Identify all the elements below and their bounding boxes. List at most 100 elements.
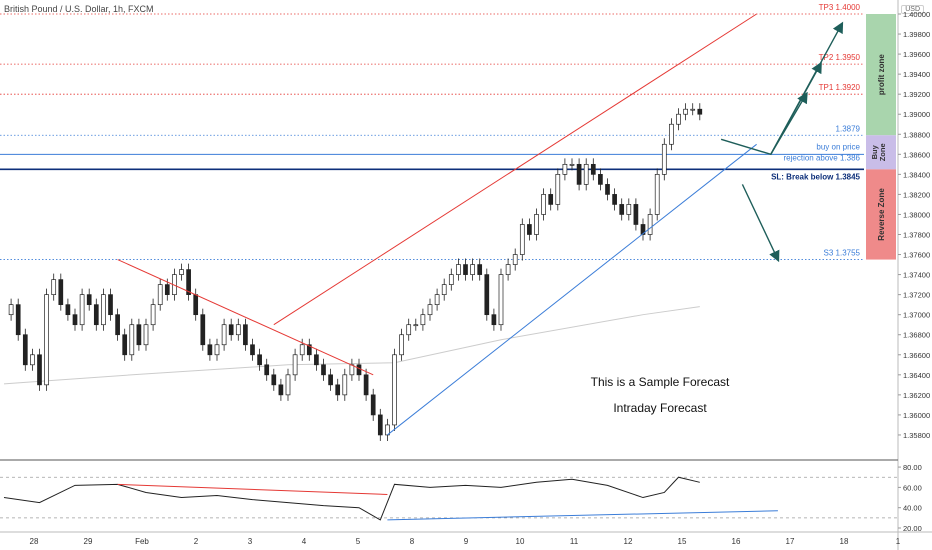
candle-body <box>8 304 14 316</box>
candle-body <box>647 214 653 235</box>
candle-body <box>690 108 696 111</box>
candle-body <box>654 174 660 215</box>
candle-body <box>164 284 170 295</box>
y-tick-label: 1.39400 <box>903 70 930 79</box>
y-tick-label: 1.38400 <box>903 170 930 179</box>
candle-body <box>683 108 688 115</box>
candle-body <box>470 264 475 275</box>
candle-body <box>456 264 461 275</box>
x-tick-label: 11 <box>570 537 579 546</box>
candle-body <box>264 364 270 376</box>
candle-body <box>427 304 433 316</box>
annotation-sample-forecast: This is a Sample Forecast <box>591 375 730 389</box>
candle-body <box>22 334 28 366</box>
candle-body <box>413 324 419 327</box>
bull-arrow-1 <box>720 91 808 156</box>
chart-title: British Pound / U.S. Dollar, 1h, FXCM <box>4 4 154 14</box>
x-tick-label: Feb <box>135 537 149 546</box>
candle-body <box>463 264 468 275</box>
y-tick-label: 1.37000 <box>903 311 930 320</box>
s3-label: S3 1.3755 <box>824 249 861 258</box>
y-tick-label: 1.36200 <box>903 391 930 400</box>
candle-body <box>512 254 518 265</box>
y-tick-label: 1.39800 <box>903 30 930 39</box>
candle-body <box>555 174 561 205</box>
tp2-label: TP2 1.3950 <box>819 53 861 62</box>
candle-body <box>250 344 255 356</box>
x-tick-label: 5 <box>356 537 361 546</box>
candle-body <box>200 314 206 346</box>
candle-body <box>619 204 625 215</box>
candle-body <box>569 163 575 166</box>
currency-badge[interactable]: USD <box>901 5 924 14</box>
candle-body <box>321 364 326 376</box>
candle-body <box>598 174 603 185</box>
candle-body <box>335 384 341 396</box>
rsi-up-line <box>387 510 778 521</box>
x-tick-label: 2 <box>194 537 199 546</box>
candle-body <box>441 284 447 295</box>
x-tick-label: 15 <box>678 537 687 546</box>
bull-arrow-3 <box>770 21 844 155</box>
candle-body <box>377 414 383 436</box>
rsi-tick-label: 80.00 <box>903 463 922 472</box>
x-tick-label: 8 <box>410 537 415 546</box>
y-tick-label: 1.38600 <box>903 150 930 159</box>
candle-body <box>193 294 199 316</box>
candle-body <box>228 324 234 336</box>
candle-body <box>72 314 78 326</box>
candle-body <box>79 294 85 326</box>
candle-body <box>448 274 454 285</box>
buy-on-price-label: buy on price <box>816 142 860 151</box>
rsi-line <box>3 476 700 521</box>
buy-zone <box>866 135 896 170</box>
candle-body <box>562 163 568 175</box>
candle-body <box>392 354 397 426</box>
y-tick-label: 1.37200 <box>903 291 930 300</box>
y-tick-label: 1.40000 <box>903 10 930 19</box>
candle-body <box>498 274 504 326</box>
y-tick-label: 1.38800 <box>903 130 930 139</box>
candle-body <box>420 314 426 326</box>
candle-body <box>669 123 674 145</box>
candle-body <box>108 294 113 316</box>
y-tick-label: 1.39200 <box>903 90 930 99</box>
candle-body <box>633 204 639 225</box>
rsi-down-line <box>117 483 388 495</box>
x-tick-label: 9 <box>464 537 469 546</box>
stop-loss-label: SL: Break below 1.3845 <box>771 172 860 181</box>
candle-body <box>299 344 305 356</box>
y-tick-label: 1.37600 <box>903 251 930 260</box>
candle-body <box>37 354 42 386</box>
candle-body <box>86 294 92 306</box>
candle-body <box>505 264 511 275</box>
reverse-zone <box>866 169 896 260</box>
candle-body <box>406 324 412 336</box>
candle-body <box>115 314 120 336</box>
candle-body <box>58 279 64 306</box>
candle-body <box>51 279 57 295</box>
candle-body <box>434 294 440 306</box>
y-tick-label: 1.37400 <box>903 271 930 280</box>
candle-body <box>44 294 49 386</box>
candle-body <box>548 194 554 205</box>
candle-body <box>342 374 348 396</box>
candle-body <box>143 324 149 346</box>
x-tick-label: 28 <box>30 537 39 546</box>
candle-body <box>136 324 142 346</box>
y-tick-label: 1.37800 <box>903 231 930 240</box>
candle-body <box>626 204 632 215</box>
candle-body <box>257 354 262 366</box>
rsi-tick-label: 20.00 <box>903 524 922 533</box>
candle-body <box>519 224 525 255</box>
candle-body <box>186 269 191 295</box>
candle-body <box>477 264 483 275</box>
bear-arrow <box>741 184 780 263</box>
candle-body <box>399 334 404 356</box>
candle-body <box>65 304 71 316</box>
level-13879-label: 1.3879 <box>836 124 861 133</box>
candle-body <box>370 394 376 416</box>
candle-body <box>235 324 241 336</box>
candle-body <box>534 214 539 235</box>
